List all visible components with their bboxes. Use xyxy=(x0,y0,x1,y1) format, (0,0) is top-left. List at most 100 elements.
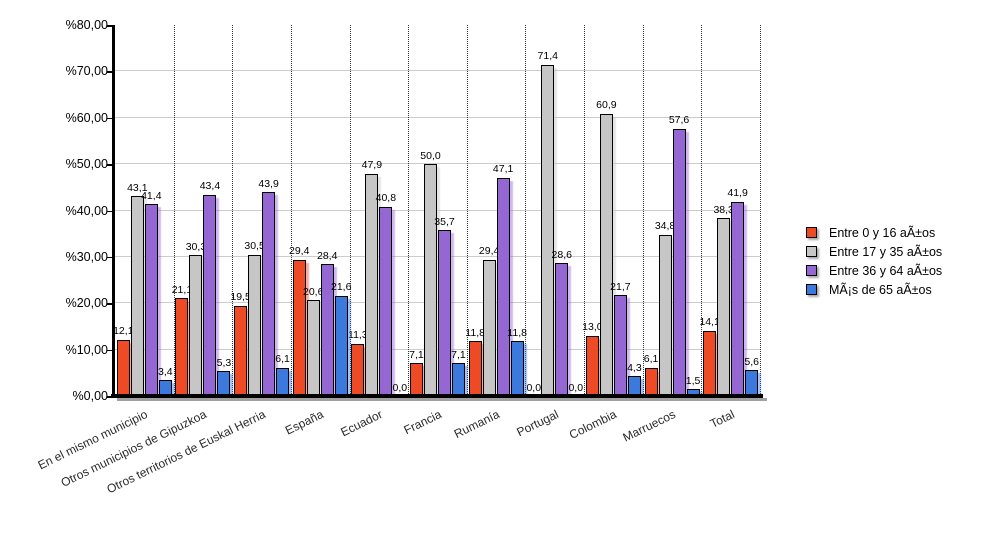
bar xyxy=(409,363,423,396)
group-separator xyxy=(232,25,234,396)
bar xyxy=(262,192,276,396)
bar xyxy=(144,204,158,396)
x-axis-line xyxy=(111,394,763,398)
bar-group: 14,1 38,3 41,9 5,6 xyxy=(699,25,760,396)
bar-slot: 34,8 xyxy=(655,25,675,396)
bar-slot: 21,1 xyxy=(172,25,192,396)
bar xyxy=(130,196,144,396)
bar xyxy=(717,218,731,396)
bar-slot: 1,5 xyxy=(685,25,701,396)
bar xyxy=(379,206,393,396)
value-label: 11,8 xyxy=(465,326,485,339)
value-label: 1,5 xyxy=(685,374,701,387)
value-label: 13,0 xyxy=(582,321,603,334)
x-axis-labels: En el mismo municipio Otros municipios de… xyxy=(36,402,760,542)
bar-group: 12,1 43,1 41,4 3,4 xyxy=(113,25,174,396)
bar xyxy=(423,164,437,396)
group-separator xyxy=(642,25,644,396)
bar-slot: 29,4 xyxy=(479,25,499,396)
y-axis-line xyxy=(112,25,115,398)
gridline xyxy=(115,209,760,211)
bar-slot: 21,6 xyxy=(331,25,351,396)
bar xyxy=(437,230,451,396)
value-label: 35,7 xyxy=(434,215,455,228)
group-separator xyxy=(173,25,175,396)
bar-slot: 71,4 xyxy=(538,25,558,396)
gridline xyxy=(115,116,760,118)
bar xyxy=(745,370,759,396)
bar xyxy=(351,343,365,396)
bar-group: 6,1 34,8 57,6 1,5 xyxy=(643,25,702,396)
legend-label: Entre 17 y 35 aÃ±os xyxy=(829,244,943,259)
value-label: 41,9 xyxy=(727,187,748,200)
bar xyxy=(672,128,686,396)
bar xyxy=(334,295,348,396)
bar-slot: 47,9 xyxy=(362,25,382,396)
y-tick-mark xyxy=(107,396,112,398)
value-label: 57,6 xyxy=(668,114,690,127)
bar xyxy=(217,371,231,396)
legend-item: Entre 17 y 35 aÃ±os xyxy=(806,244,943,259)
y-axis-labels: %80,00 %70,00 %60,00 %50,00 %40,00 %30,00 %20,… xyxy=(0,0,108,550)
bar-slot: 5,3 xyxy=(217,25,231,396)
value-label: 0,0 xyxy=(526,381,542,394)
value-label: 21,1 xyxy=(171,283,193,296)
bar-group: 11,8 29,4 47,1 11,8 xyxy=(465,25,527,396)
bar-slot: 43,1 xyxy=(127,25,148,396)
value-label: 29,4 xyxy=(478,245,500,258)
bar xyxy=(175,298,189,396)
bar-slot: 5,6 xyxy=(744,25,759,396)
bar xyxy=(468,341,482,396)
bar-slot: 35,7 xyxy=(434,25,455,396)
bar xyxy=(703,330,717,396)
bar-slot: 11,8 xyxy=(507,25,527,396)
legend-label: Entre 0 y 16 aÃ±os xyxy=(829,225,936,240)
bar-slot: 43,9 xyxy=(258,25,279,396)
bar xyxy=(365,173,379,396)
bar-slot: 0,0 xyxy=(568,25,583,396)
value-label: 43,1 xyxy=(127,181,148,194)
bar xyxy=(276,367,290,396)
y-tick-label: %60,00 xyxy=(65,110,108,125)
bar xyxy=(292,259,306,396)
gridline xyxy=(115,255,760,257)
y-tick-mark xyxy=(107,210,112,212)
legend-label: MÃ¡s de 65 aÃ±os xyxy=(829,282,932,297)
legend: Entre 0 y 16 aÃ±os Entre 17 y 35 aÃ±os Ent… xyxy=(806,226,942,302)
bar-group: 13,0 60,9 21,7 4,3 xyxy=(582,25,643,396)
bar xyxy=(496,177,510,396)
bar-slot: 21,7 xyxy=(610,25,631,396)
bar-slot: 20,6 xyxy=(303,25,323,396)
bar xyxy=(541,64,555,396)
value-label: 11,3 xyxy=(348,329,368,342)
value-label: 21,6 xyxy=(331,281,352,294)
group-separator xyxy=(408,25,410,396)
bar xyxy=(555,263,569,396)
group-separator xyxy=(349,25,351,396)
bar-slot: 11,3 xyxy=(348,25,368,396)
bar-slot: 6,1 xyxy=(275,25,290,396)
bar-slot: 41,9 xyxy=(727,25,748,396)
bar-group: 0,0 71,4 28,6 0,0 xyxy=(525,25,584,396)
bar xyxy=(234,305,248,396)
bar-slot: 57,6 xyxy=(669,25,689,396)
bar xyxy=(599,113,613,396)
value-label: 7,1 xyxy=(409,348,424,361)
y-tick-mark xyxy=(107,71,112,73)
bar-slot: 3,4 xyxy=(158,25,173,396)
value-label: 71,4 xyxy=(537,50,558,63)
bar-group: 21,1 30,3 43,4 5,3 xyxy=(172,25,233,396)
bar xyxy=(644,367,658,396)
bar-slot: 38,3 xyxy=(713,25,734,396)
bar-slot: 40,8 xyxy=(376,25,396,396)
legend-swatch xyxy=(806,246,817,257)
legend-label: Entre 36 y 64 aÃ±os xyxy=(829,263,943,278)
bar xyxy=(116,339,130,396)
legend-swatch xyxy=(806,227,817,238)
bar xyxy=(613,295,627,396)
value-label: 20,6 xyxy=(303,285,324,298)
value-label: 43,4 xyxy=(199,180,221,193)
bar-group: 11,3 47,9 40,8 0,0 xyxy=(348,25,409,396)
value-label: 28,6 xyxy=(551,248,572,261)
